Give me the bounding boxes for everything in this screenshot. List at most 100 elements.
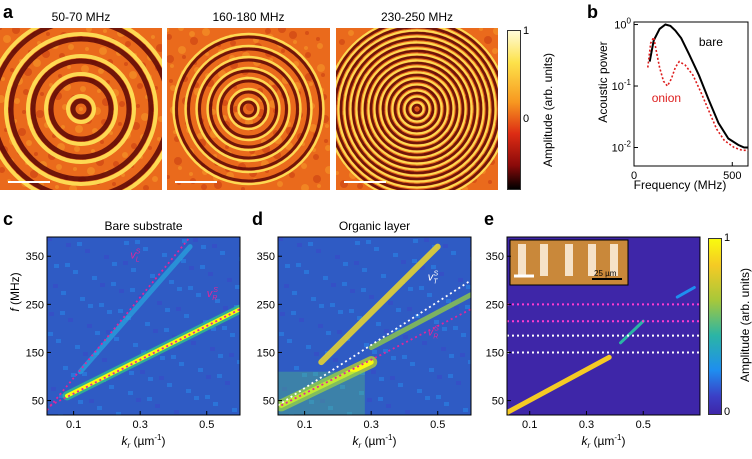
heatmap-noise: [466, 285, 471, 289]
panel-d-xtick-label: 0.1: [297, 419, 312, 431]
heatmap-noise: [278, 237, 283, 241]
heatmap-noise: [169, 280, 174, 284]
heatmap-noise: [328, 406, 333, 410]
heatmap-noise: [188, 286, 193, 290]
panel-b-xtick-label: 0: [631, 170, 637, 182]
heatmap-noise: [198, 368, 203, 372]
heatmap-noise: [223, 306, 228, 310]
heatmap-noise: [160, 356, 165, 360]
heatmap-noise: [398, 383, 403, 387]
heatmap-noise: [212, 244, 217, 248]
dispersion-branch-longitudinal: [77, 244, 193, 375]
heatmap-noise: [201, 245, 206, 249]
heatmap-noise: [287, 339, 292, 343]
ring-dark: [357, 49, 477, 169]
ring-dark: [30, 58, 132, 160]
heatmap-noise: [167, 383, 172, 387]
heatmap-noise: [376, 322, 381, 326]
heatmap-noise: [367, 398, 372, 402]
velocity-line-v_R^S: [49, 308, 240, 407]
panel-d-ytick-label: 150: [257, 347, 275, 359]
heatmap-noise: [102, 358, 107, 362]
heatmap-noise: [88, 304, 93, 308]
heatmap-noise: [412, 259, 417, 263]
panel-d-ytick-label: 50: [263, 396, 275, 408]
ring-bright: [373, 65, 461, 153]
heatmap-noise: [333, 358, 338, 362]
heatmap-noise: [405, 410, 410, 414]
heatmap-noise: [372, 350, 377, 354]
ring-bright: [206, 66, 291, 152]
heatmap-noise: [388, 301, 393, 305]
heatmap-noise: [371, 370, 376, 374]
heatmap-noise: [461, 333, 466, 337]
panel-e-colorbar-tick-max: 1: [724, 232, 731, 244]
heatmap-noise: [107, 310, 112, 314]
heatmap-noise: [65, 263, 70, 267]
heatmap-noise: [174, 410, 179, 414]
heatmap-noise: [443, 244, 448, 248]
panel-b-legend-onion: onion: [652, 91, 681, 105]
heatmap-noise: [330, 303, 335, 307]
heatmap-noise: [427, 293, 432, 297]
heatmap-noise: [369, 295, 374, 299]
heatmap-noise: [420, 266, 425, 270]
ring-bright: [391, 83, 443, 135]
panel-c-xtick-label: 0.1: [66, 419, 81, 431]
heatmap-noise: [220, 251, 225, 255]
heatmap-noise: [395, 328, 400, 332]
heatmap-noise: [159, 376, 164, 380]
panel-c-ylabel: f (MHz): [8, 272, 22, 311]
ring-bright: [195, 55, 302, 163]
heatmap-noise: [92, 276, 97, 280]
heatmap-noise: [359, 391, 364, 395]
heatmap-noise: [347, 412, 352, 415]
panel-d-ytick-label: 250: [257, 299, 275, 311]
heatmap-noise: [362, 268, 367, 272]
heatmap-noise: [393, 253, 398, 257]
panel-label-e: e: [484, 209, 495, 229]
heatmap-noise: [417, 389, 422, 393]
heatmap-noise: [468, 360, 471, 364]
panel-b-series-bare: [648, 23, 748, 149]
ring-dark: [339, 31, 495, 187]
panel-c-ytick-label: 350: [26, 251, 44, 263]
heatmap-noise: [49, 312, 54, 316]
panel-a-colorbar-tick-zero: 0: [523, 113, 530, 125]
heatmap-noise: [184, 314, 189, 318]
ring-bright: [227, 87, 270, 131]
velocity-line-v_T^S: [278, 279, 471, 407]
panel-c-title: Bare substrate: [104, 219, 183, 233]
inset-fiber: [588, 244, 596, 276]
ring-bright: [184, 44, 313, 174]
heatmap-noise: [232, 408, 237, 412]
panel-c-ytick-label: 250: [26, 299, 44, 311]
heatmap-noise: [401, 260, 406, 264]
heatmap-noise: [53, 284, 58, 288]
heatmap-noise: [141, 350, 146, 354]
heatmap-noise: [130, 288, 135, 292]
ring-dark: [70, 98, 92, 120]
heatmap-noise: [465, 305, 470, 309]
heatmap-noise: [279, 332, 284, 336]
heatmap-noise: [104, 255, 109, 259]
ring-bright: [349, 41, 485, 177]
heatmap-noise: [200, 265, 205, 269]
heatmap-noise: [320, 399, 325, 403]
panel-d-xlabel: kr (µm-1): [352, 433, 396, 450]
heatmap-noise: [284, 284, 289, 288]
heatmap-noise: [123, 261, 128, 265]
heatmap-noise: [206, 375, 211, 379]
ring-dark: [363, 55, 471, 163]
panel-e-colorbar-label: Amplitude (arb. units): [738, 267, 752, 383]
ring-bright: [385, 77, 449, 141]
dispersion-branch-end: [675, 286, 696, 299]
heatmap-noise: [111, 282, 116, 286]
heatmap-noise: [357, 316, 362, 320]
heatmap-noise: [342, 282, 347, 286]
heatmap-noise: [205, 395, 210, 399]
heatmap-noise: [82, 372, 87, 376]
heatmap-noise: [378, 397, 383, 401]
heatmap-noise: [150, 274, 155, 278]
